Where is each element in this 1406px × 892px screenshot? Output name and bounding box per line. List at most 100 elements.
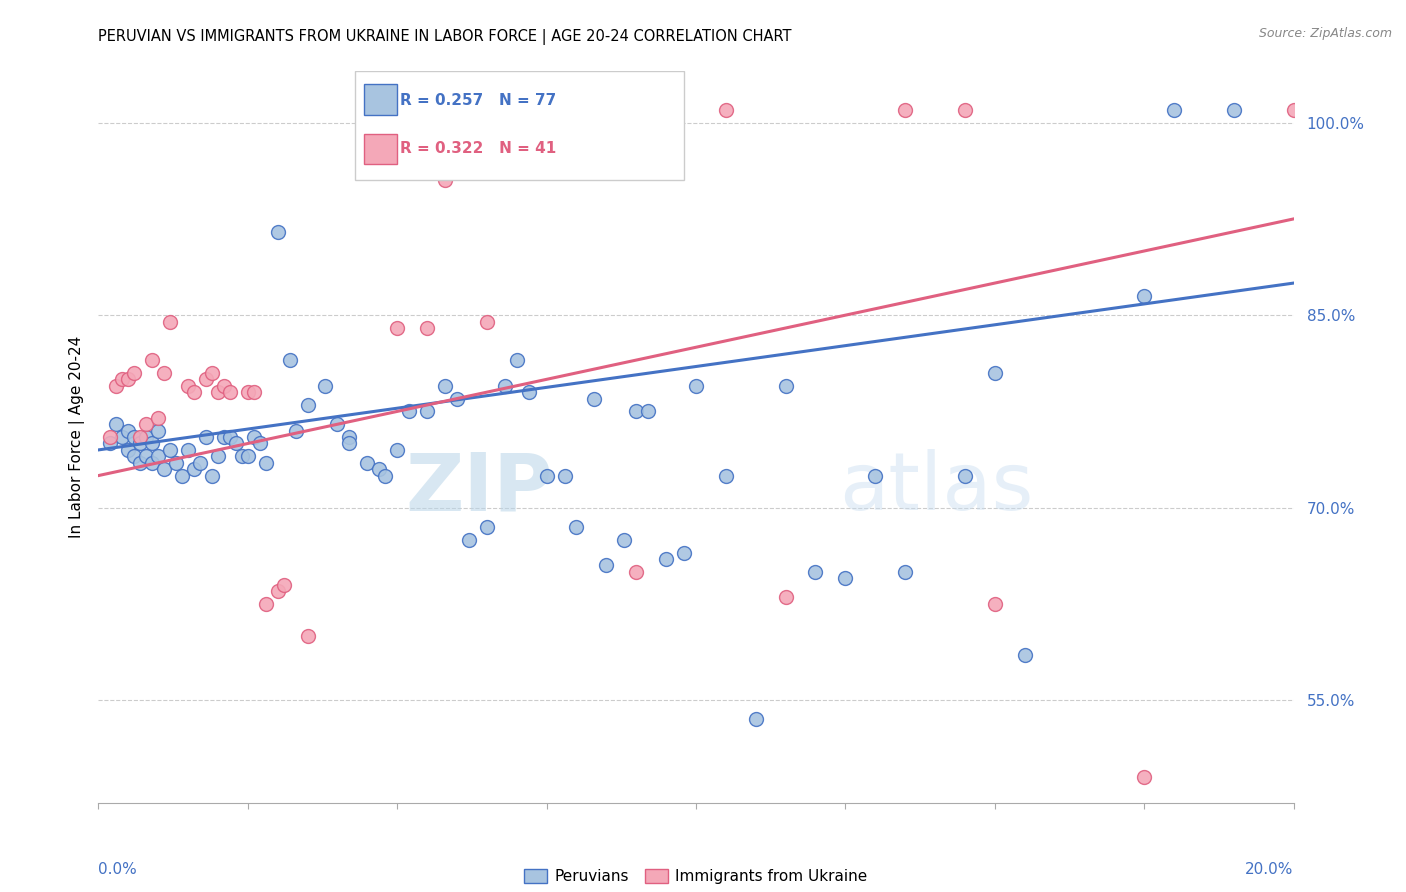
Point: [117, 442, 139, 457]
Point: [105, 378, 128, 392]
Point: [385, 442, 409, 457]
Point: [655, 552, 678, 566]
Point: [188, 456, 211, 470]
Point: [673, 545, 696, 559]
Point: [153, 462, 176, 476]
Point: [339, 436, 360, 450]
Point: [433, 378, 456, 392]
Point: [637, 404, 659, 418]
Point: [225, 436, 247, 450]
Point: [183, 462, 205, 476]
Point: [613, 533, 636, 547]
Point: [159, 315, 181, 329]
Point: [475, 520, 498, 534]
Point: [1163, 103, 1185, 117]
Point: [714, 103, 737, 117]
Point: [236, 385, 259, 400]
Text: 20.0%: 20.0%: [1246, 863, 1294, 877]
Point: [141, 456, 163, 470]
Point: [231, 450, 253, 464]
Point: [165, 456, 187, 470]
Point: [219, 385, 242, 400]
Point: [172, 468, 194, 483]
Point: [117, 424, 139, 438]
Point: [714, 468, 737, 483]
Point: [124, 430, 146, 444]
Point: [374, 468, 396, 483]
Point: [219, 430, 242, 444]
Point: [111, 430, 134, 444]
Point: [536, 103, 558, 117]
Point: [565, 103, 588, 117]
Point: [201, 468, 224, 483]
Bar: [364, 134, 398, 164]
Y-axis label: In Labor Force | Age 20-24: In Labor Force | Age 20-24: [69, 336, 84, 538]
Point: [135, 450, 157, 464]
Point: [475, 315, 498, 329]
Point: [458, 533, 481, 547]
Point: [117, 372, 139, 386]
Point: [254, 456, 277, 470]
Point: [236, 450, 259, 464]
Point: [775, 591, 797, 605]
Point: [494, 378, 516, 392]
Point: [194, 372, 218, 386]
Text: R = 0.257   N = 77: R = 0.257 N = 77: [401, 93, 557, 108]
Point: [834, 571, 856, 585]
Point: [105, 417, 128, 432]
Point: [339, 430, 360, 444]
Point: [433, 173, 456, 187]
Text: PERUVIAN VS IMMIGRANTS FROM UKRAINE IN LABOR FORCE | AGE 20-24 CORRELATION CHART: PERUVIAN VS IMMIGRANTS FROM UKRAINE IN L…: [98, 29, 792, 45]
Point: [595, 558, 617, 573]
Point: [894, 103, 917, 117]
Point: [111, 372, 134, 386]
Legend: Peruvians, Immigrants from Ukraine: Peruvians, Immigrants from Ukraine: [519, 863, 873, 890]
Point: [416, 404, 439, 418]
Bar: [364, 85, 398, 115]
Point: [894, 565, 917, 579]
Point: [212, 378, 235, 392]
Point: [1282, 103, 1305, 117]
Bar: [356, 71, 685, 180]
Point: [153, 366, 176, 380]
Point: [1133, 289, 1156, 303]
Point: [517, 385, 540, 400]
Point: [624, 565, 647, 579]
Text: atlas: atlas: [839, 450, 1033, 527]
Point: [953, 103, 976, 117]
Text: ZIP: ZIP: [405, 450, 553, 527]
Point: [368, 462, 391, 476]
Point: [148, 410, 170, 425]
Text: R = 0.322   N = 41: R = 0.322 N = 41: [401, 141, 557, 156]
Point: [243, 430, 266, 444]
Point: [124, 366, 146, 380]
Point: [446, 392, 468, 406]
Point: [267, 584, 290, 599]
Point: [297, 398, 319, 412]
Point: [194, 430, 218, 444]
Point: [135, 430, 157, 444]
Point: [148, 450, 170, 464]
Point: [254, 597, 277, 611]
Point: [98, 430, 122, 444]
Point: [267, 225, 290, 239]
Point: [953, 468, 976, 483]
Point: [129, 436, 152, 450]
Point: [273, 577, 295, 591]
Point: [983, 597, 1005, 611]
Point: [148, 424, 170, 438]
Point: [983, 366, 1005, 380]
Point: [207, 385, 229, 400]
Point: [863, 468, 886, 483]
Point: [284, 424, 307, 438]
Point: [278, 353, 301, 368]
Point: [775, 378, 797, 392]
Point: [141, 436, 163, 450]
Text: 0.0%: 0.0%: [98, 863, 138, 877]
Point: [297, 629, 319, 643]
Point: [1222, 103, 1246, 117]
Point: [243, 385, 266, 400]
Point: [212, 430, 235, 444]
Point: [159, 442, 181, 457]
Point: [177, 442, 200, 457]
